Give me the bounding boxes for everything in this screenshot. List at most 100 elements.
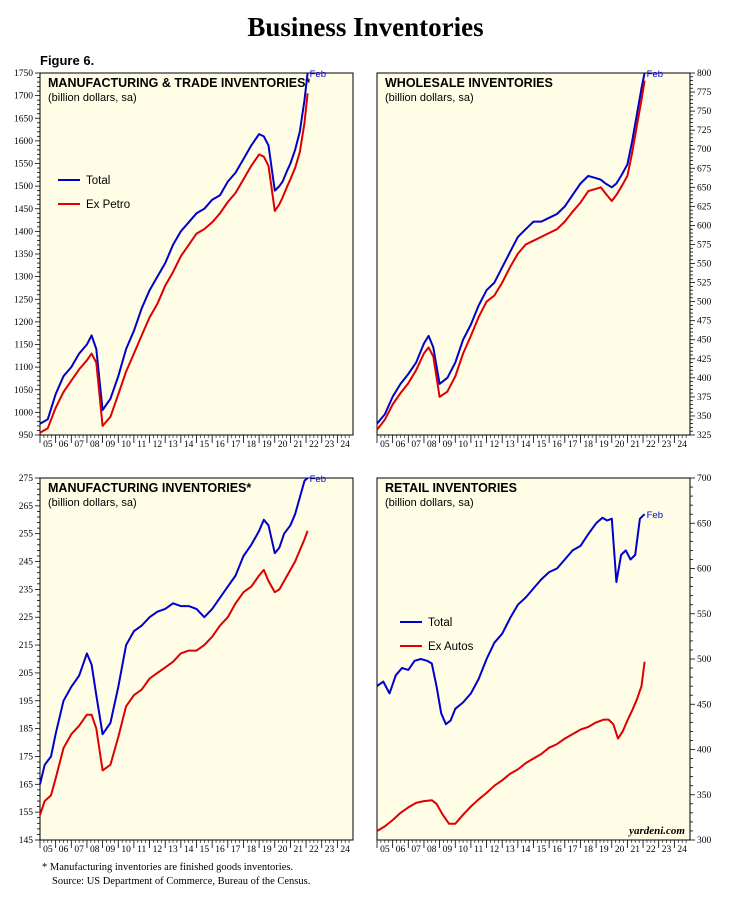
chart4-y-tick-label: 550 — [697, 610, 712, 620]
chart3-y-tick-label: 235 — [19, 585, 34, 595]
chart1-x-tick-label: 12 — [153, 440, 163, 450]
chart2-x-tick-label: 16 — [552, 440, 562, 450]
chart2-series-total — [376, 72, 646, 425]
chart1-y-tick-label: 1650 — [14, 114, 33, 124]
chart1-plot-area — [39, 72, 354, 436]
chart2-x-tick-label: 13 — [505, 440, 515, 450]
chart2-y-tick-label: 675 — [697, 164, 712, 174]
chart3-y-tick-label: 195 — [19, 697, 34, 707]
chart2-x-tick-label: 10 — [458, 440, 468, 450]
chart2-y-tick-label: 500 — [697, 298, 712, 308]
chart2-x-tick-label: 22 — [646, 440, 656, 450]
chart1-x-tick-label: 11 — [137, 440, 146, 450]
chart2-y-tick-label: 325 — [697, 431, 712, 441]
chart1-y-tick-label: 1700 — [14, 92, 33, 102]
page-title: Business Inventories — [247, 12, 484, 42]
chart4-y-tick-label: 450 — [697, 700, 712, 710]
chart2-series-ex-petro — [376, 80, 646, 431]
chart2-x-tick-label: 11 — [474, 440, 483, 450]
chart1-x-tick-label: 24 — [340, 440, 350, 450]
chart2-x-tick-label: 17 — [568, 440, 578, 450]
chart1-x-tick-label: 08 — [90, 440, 100, 450]
chart2-y-tick-label: 575 — [697, 240, 712, 250]
chart1-x-tick-label: 05 — [43, 440, 53, 450]
chart2-y-tick-label: 525 — [697, 279, 712, 289]
chart3-subtitle: (billion dollars, sa) — [48, 497, 137, 509]
chart2-y-tick-label: 750 — [697, 107, 712, 117]
chart4-x-tick-label: 13 — [505, 845, 515, 855]
chart1-x-tick-label: 23 — [325, 440, 335, 450]
chart3-title: MANUFACTURING INVENTORIES* — [48, 481, 251, 495]
chart1-y-tick-label: 1250 — [14, 295, 33, 305]
chart3-y-tick-label: 225 — [19, 613, 34, 623]
chart1-x-tick-label: 16 — [215, 440, 225, 450]
chart1-legend-label: Ex Petro — [86, 199, 130, 211]
chart2-x-tick-label: 20 — [615, 440, 625, 450]
chart2-x-tick-label: 14 — [521, 440, 531, 450]
chart1-y-tick-label: 1500 — [14, 182, 33, 192]
chart1-y-tick-label: 1750 — [14, 69, 33, 79]
chart3-x-tick-label: 24 — [340, 845, 350, 855]
chart2-x-tick-label: 06 — [396, 440, 406, 450]
chart3-x-tick-label: 18 — [247, 845, 257, 855]
chart2-x-tick-label: 12 — [490, 440, 500, 450]
chart1-y-tick-label: 1200 — [14, 318, 33, 328]
chart1-x-tick-label: 18 — [247, 440, 257, 450]
chart3-y-tick-label: 185 — [19, 725, 34, 735]
chart2-x-tick-label: 05 — [380, 440, 390, 450]
chart3-x-tick-label: 08 — [90, 845, 100, 855]
chart1-x-tick-label: 14 — [184, 440, 194, 450]
chart2-plot-area — [376, 72, 691, 436]
chart1-title: MANUFACTURING & TRADE INVENTORIES* — [48, 76, 310, 90]
chart3-y-tick-label: 175 — [19, 752, 34, 762]
chart1-y-tick-label: 1300 — [14, 273, 33, 283]
chart3-y-tick-label: 275 — [19, 474, 34, 484]
chart1-x-tick-label: 07 — [74, 440, 84, 450]
chart3-x-tick-label: 06 — [59, 845, 69, 855]
chart4-x-tick-label: 10 — [458, 845, 468, 855]
chart1-subtitle: (billion dollars, sa) — [48, 92, 137, 104]
chart3-x-tick-label: 12 — [153, 845, 163, 855]
chart1-x-tick-label: 09 — [106, 440, 116, 450]
chart2-y-tick-label: 475 — [697, 317, 712, 327]
chart1-y-tick-label: 1550 — [14, 160, 33, 170]
figure-label: Figure 6. — [40, 53, 95, 68]
chart2-y-tick-label: 700 — [697, 145, 712, 155]
chart3-series-ex-petro — [39, 530, 309, 816]
chart1-series-total — [39, 72, 309, 425]
chart1-legend-label: Total — [86, 175, 110, 187]
chart1-x-tick-label: 06 — [59, 440, 69, 450]
chart4-series-ex-autos — [376, 661, 646, 832]
chart4-x-tick-label: 16 — [552, 845, 562, 855]
chart1-y-tick-label: 1150 — [14, 341, 33, 351]
chart4-y-tick-label: 400 — [697, 746, 712, 756]
chart2-y-tick-label: 350 — [697, 412, 712, 422]
chart2-x-tick-label: 15 — [537, 440, 547, 450]
chart2-y-tick-label: 725 — [697, 126, 712, 136]
chart4-x-tick-label: 15 — [537, 845, 547, 855]
chart4-legend-label: Total — [428, 617, 452, 629]
chart3-y-tick-label: 265 — [19, 502, 34, 512]
chart4-x-tick-label: 07 — [411, 845, 421, 855]
chart2-y-tick-label: 650 — [697, 183, 712, 193]
chart4-series-total — [376, 513, 646, 726]
chart1-x-tick-label: 19 — [262, 440, 272, 450]
chart2-x-tick-label: 09 — [443, 440, 453, 450]
chart3-y-tick-label: 205 — [19, 669, 34, 679]
chart1-x-tick-label: 13 — [168, 440, 178, 450]
chart2-y-tick-label: 625 — [697, 202, 712, 212]
chart3-x-tick-label: 23 — [325, 845, 335, 855]
chart3-x-tick-label: 15 — [200, 845, 210, 855]
chart3-x-tick-label: 10 — [121, 845, 131, 855]
chart3-y-tick-label: 155 — [19, 808, 34, 818]
chart3-x-tick-label: 20 — [278, 845, 288, 855]
chart1-y-tick-label: 1450 — [14, 205, 33, 215]
chart1-y-tick-label: 950 — [19, 431, 34, 441]
chart2-x-tick-label: 21 — [630, 440, 640, 450]
chart3-end-label: Feb — [310, 474, 326, 485]
chart3-x-tick-label: 17 — [231, 845, 241, 855]
chart3-x-tick-label: 21 — [293, 845, 303, 855]
chart4-x-tick-label: 06 — [396, 845, 406, 855]
chart4-x-tick-label: 14 — [521, 845, 531, 855]
